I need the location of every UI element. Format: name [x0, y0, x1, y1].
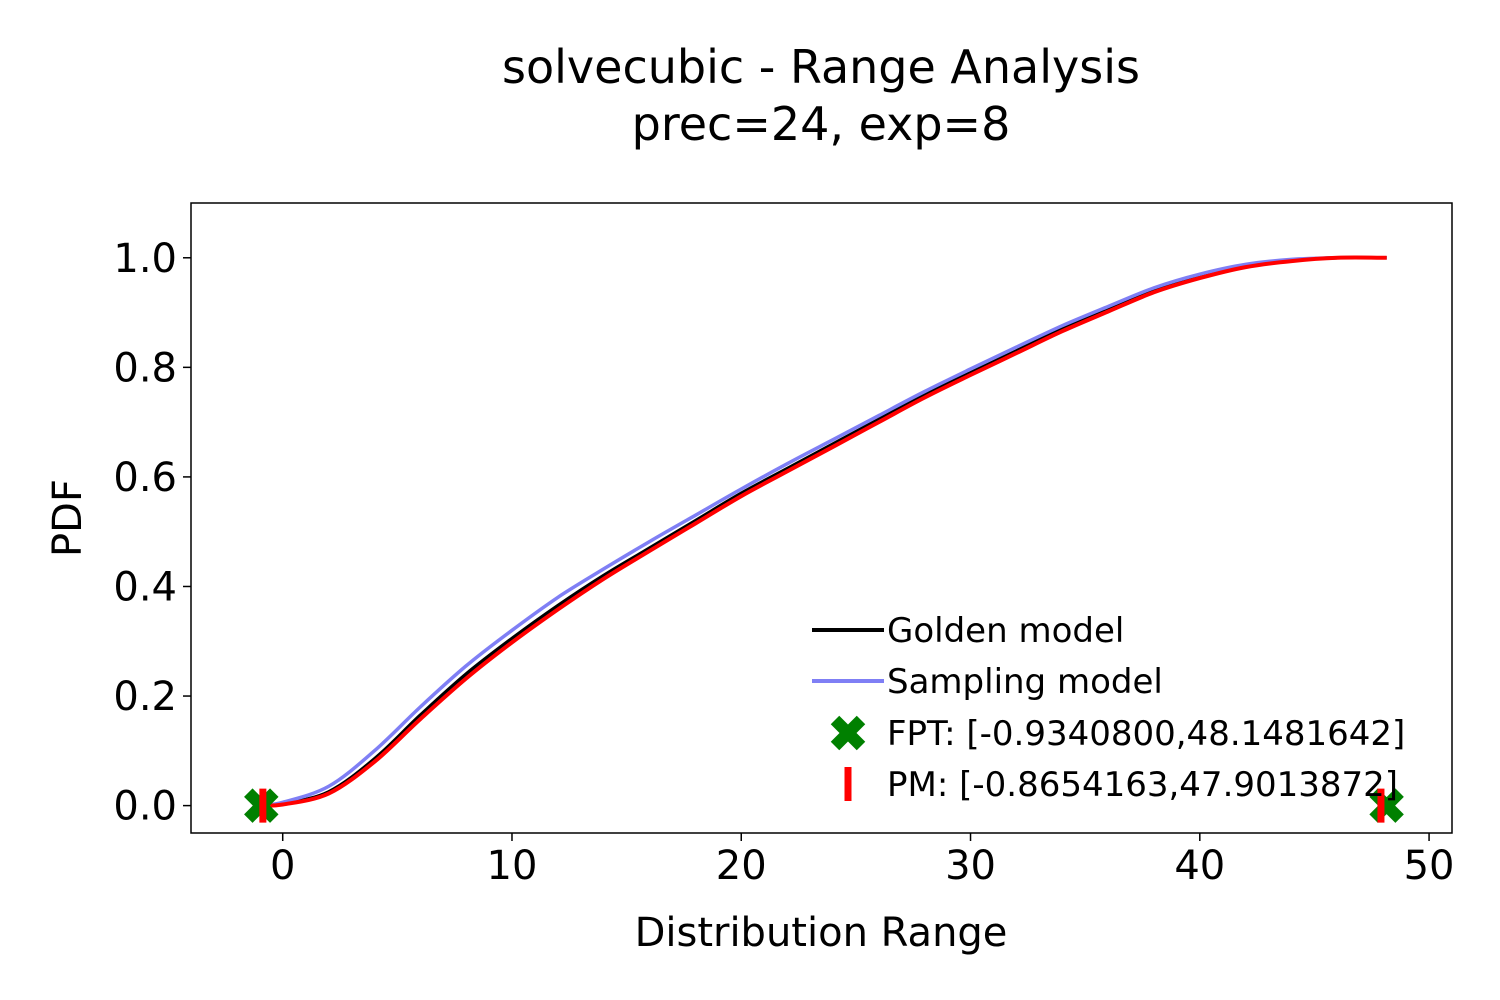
axis-ticks: 0 10 20 30 40 50 0.0 0.2 0.4 0.6 0.8 1.0 [113, 236, 1454, 889]
y-tick-label: 0.8 [113, 345, 177, 391]
x-tick-label: 40 [1174, 843, 1225, 889]
plot-frame [190, 202, 1453, 834]
y-tick-label: 0.0 [113, 784, 177, 830]
legend-pm: PM: [-0.8654163,47.9013872] [844, 765, 1398, 805]
x-axis-label: Distribution Range [635, 910, 1008, 956]
y-tick-label: 0.4 [113, 564, 177, 610]
pm-model-line [261, 255, 1387, 808]
legend-golden-model: Golden model [812, 611, 1124, 651]
chart-subtitle: prec=24, exp=8 [632, 97, 1011, 151]
y-tick-label: 0.6 [113, 455, 177, 501]
sampling-model-line [261, 255, 1387, 808]
y-tick-label: 0.2 [113, 674, 177, 720]
legend-fpt-swatch [830, 715, 866, 751]
legend-sampling-model: Sampling model [812, 662, 1163, 702]
y-tick-label: 1.0 [113, 236, 177, 282]
x-tick-label: 10 [487, 843, 538, 889]
x-tick-label: 30 [945, 843, 996, 889]
x-tick-label: 50 [1404, 843, 1455, 889]
chart-title: solvecubic - Range Analysis [502, 40, 1140, 94]
legend-label: Golden model [887, 611, 1124, 651]
plot-area [244, 255, 1404, 823]
y-axis-label: PDF [45, 479, 91, 557]
legend-label: Sampling model [887, 662, 1163, 702]
legend-fpt: FPT: [-0.9340800,48.1481642] [830, 714, 1405, 754]
x-tick-label: 0 [270, 843, 295, 889]
legend-label: FPT: [-0.9340800,48.1481642] [887, 714, 1405, 754]
legend-label: PM: [-0.8654163,47.9013872] [887, 765, 1398, 805]
x-tick-label: 20 [716, 843, 767, 889]
legend: Golden model Sampling model FPT: [-0.93408… [812, 611, 1405, 805]
